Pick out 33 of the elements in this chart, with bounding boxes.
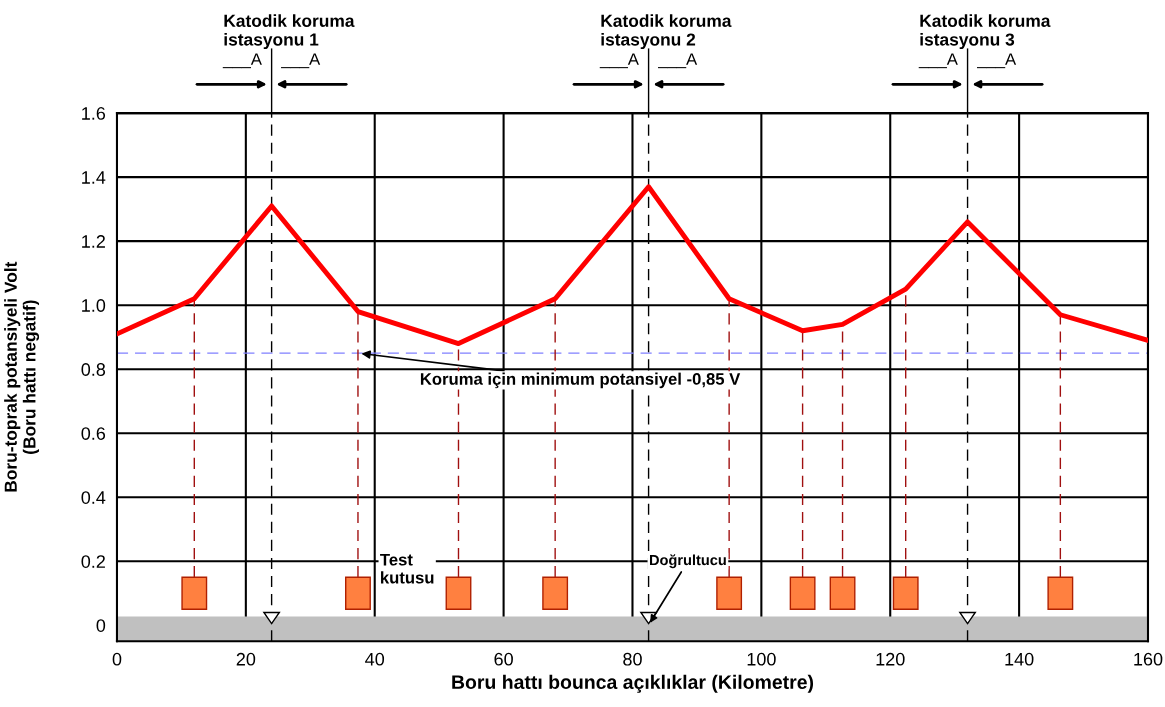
y-tick-label: 1.6 [82, 107, 106, 120]
text: ___A [599, 53, 639, 69]
y-tick-label: 1.4 [82, 171, 106, 184]
annotation: Doğrultucu [649, 554, 726, 569]
text: ___A [281, 53, 321, 69]
annotation: Test kutusu [380, 553, 434, 584]
text: ___A [658, 53, 698, 69]
x-tick-label: 40 [365, 652, 385, 666]
text: ___A [976, 53, 1017, 69]
text: ___A [918, 53, 958, 69]
x-axis-title: Boru hattı bounca açıklıklar (Kilometre) [452, 674, 814, 693]
line-series [116, 184, 1148, 347]
y-tick-label: 0 [96, 619, 106, 632]
text: Katodik koruma istasyonu 3 [920, 14, 1051, 50]
y-tick-label: 1.0 [82, 299, 106, 312]
y-tick-label: 0.8 [81, 363, 106, 376]
x-tick-label: 20 [236, 652, 256, 666]
x-tick-label: 140 [1005, 652, 1034, 666]
ref-line-label: Koruma için minimum potansiyel -0,85 V [420, 372, 741, 389]
y-tick-label: 0.6 [81, 427, 106, 440]
y-tick-label: 0.4 [81, 491, 106, 504]
text: Katodik koruma istasyonu 1 [224, 14, 355, 50]
x-tick-label: 80 [623, 652, 642, 666]
x-tick-label: 100 [747, 652, 776, 666]
x-tick-label: 0 [112, 652, 122, 666]
x-tick-label: 120 [876, 652, 905, 666]
y-tick-label: 0.2 [81, 555, 105, 568]
x-tick-label: 160 [1134, 652, 1163, 666]
x-tick-label: 60 [494, 652, 513, 666]
y-tick-label: 1.2 [82, 235, 105, 248]
y-axis-title: Boru-toprak potansiyeli Volt (Boru hattı negatif) [4, 261, 40, 492]
text: ___A [222, 53, 262, 69]
text: Katodik koruma istasyonu 2 [601, 14, 732, 50]
